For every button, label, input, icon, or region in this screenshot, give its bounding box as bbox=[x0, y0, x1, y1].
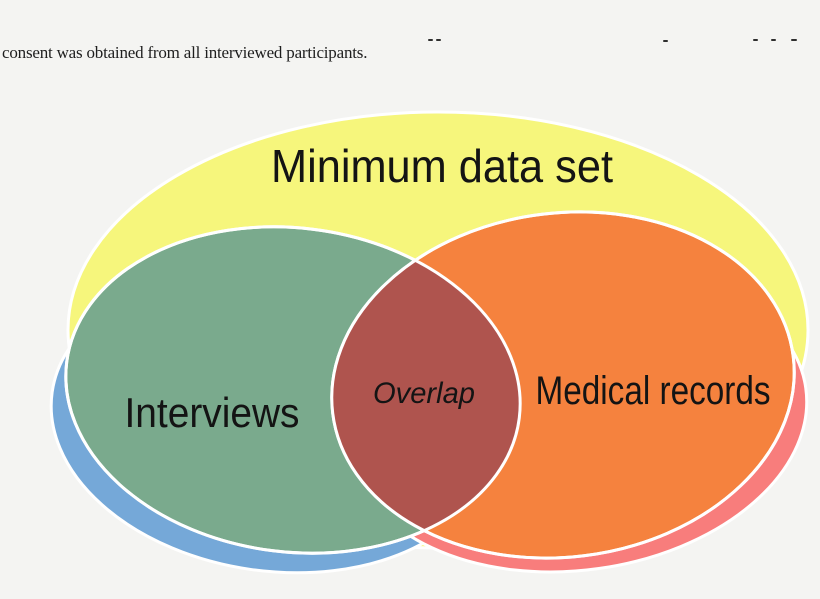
medical-records-label: Medical records bbox=[536, 369, 771, 413]
medical-records-set-outline bbox=[330, 210, 796, 560]
clipped-text-fragment bbox=[436, 39, 441, 41]
interviews-set-outline bbox=[64, 225, 522, 555]
clipped-text-fragment bbox=[753, 39, 758, 41]
clipped-text-fragment bbox=[771, 39, 776, 41]
document-body-text: consent was obtained from all interviewe… bbox=[2, 43, 368, 62]
outer-set-label: Minimum data set bbox=[271, 140, 613, 192]
overlap-label: Overlap bbox=[373, 377, 475, 410]
overlap-intersection-shape bbox=[331, 211, 540, 559]
interviews-label: Interviews bbox=[125, 389, 300, 436]
clipped-text-fragment bbox=[791, 39, 797, 41]
clipped-text-fragment bbox=[663, 40, 668, 42]
clipped-text-fragment bbox=[428, 39, 433, 41]
